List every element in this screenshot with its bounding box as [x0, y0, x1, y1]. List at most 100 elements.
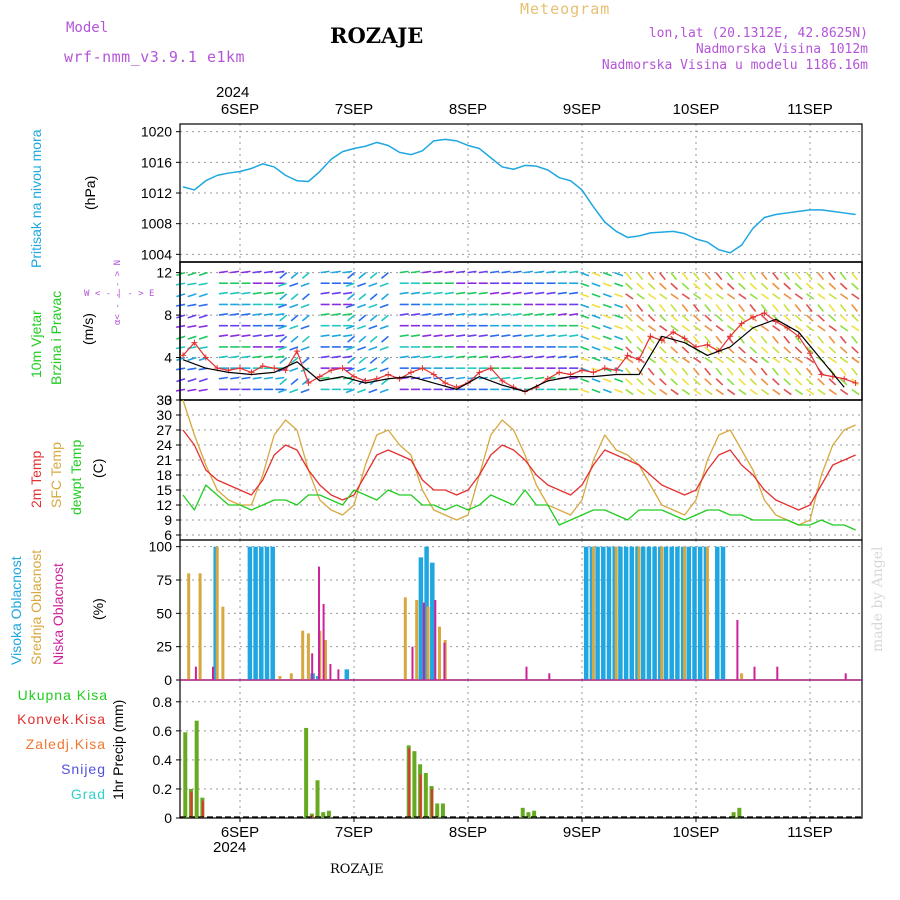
- wind-arrow: [512, 355, 522, 359]
- wind-arrow: [783, 378, 792, 386]
- wind-arrow: [444, 313, 454, 316]
- wind-arrow: [289, 367, 299, 372]
- wind-arrow: [771, 335, 779, 344]
- cloud-bar: [583, 546, 589, 680]
- wind-arrow: [681, 293, 691, 300]
- wind-arrow: [614, 303, 624, 309]
- wind-arrow: [839, 282, 848, 290]
- wind-speed-marker: [727, 333, 734, 340]
- wind-arrow: [569, 313, 579, 316]
- wind-arrow: [368, 346, 378, 351]
- wind-arrow: [794, 282, 803, 290]
- wind-arrow: [277, 282, 287, 288]
- wind-arrow: [704, 293, 713, 300]
- wind-arrow: [715, 356, 724, 364]
- wind-arrow: [357, 303, 367, 309]
- wind-arrow: [726, 314, 735, 322]
- cloud-bar: [411, 646, 414, 680]
- wind-arrow: [817, 303, 825, 312]
- wind-arrow: [290, 378, 299, 386]
- wind-arrow: [828, 346, 837, 354]
- wind-arrow: [277, 388, 287, 394]
- wind-arrow: [320, 313, 330, 316]
- wind-arrow: [369, 335, 378, 343]
- wind-arrow: [289, 346, 299, 351]
- wind-arrow: [625, 388, 634, 396]
- wind-arrow: [817, 325, 826, 332]
- wind-arrow: [783, 356, 792, 364]
- wind-arrow: [771, 303, 779, 312]
- wind-arrow: [279, 272, 288, 280]
- wind-arrow: [693, 325, 702, 332]
- cloud-bar: [548, 673, 551, 680]
- precip-bar: [431, 788, 434, 818]
- cloud-ylabel-high: Visoka Oblacnost: [8, 556, 24, 665]
- wind-arrow: [523, 334, 534, 338]
- wind-arrow: [828, 293, 837, 300]
- wind-arrow: [489, 270, 500, 274]
- precip-bar: [183, 732, 188, 818]
- wind-arrow: [681, 388, 691, 396]
- wind-arrow: [760, 325, 770, 332]
- wind-arrow: [369, 356, 378, 364]
- wind-arrow: [794, 378, 803, 386]
- wind-arrow: [658, 272, 666, 281]
- wind-arrow: [290, 272, 299, 280]
- wind-arrow: [805, 303, 813, 312]
- y-tick-label: 0.8: [153, 694, 173, 710]
- wind-arrow: [670, 303, 678, 312]
- cloud-unit: (%): [90, 598, 106, 620]
- wind-arrow: [591, 282, 601, 288]
- wind-arrow: [478, 334, 488, 338]
- wind-gust-line: [182, 318, 845, 393]
- cloud-bar: [740, 673, 744, 680]
- wind-arrow: [839, 346, 848, 354]
- wind-arrow: [783, 272, 791, 281]
- wind-arrow: [347, 335, 356, 343]
- wind-arrow: [277, 303, 287, 309]
- wind-arrow: [726, 293, 736, 300]
- wind-arrow: [290, 356, 299, 364]
- wind-arrow: [433, 355, 443, 359]
- wind-arrow: [749, 356, 758, 364]
- y-tick-label: 9: [164, 512, 172, 528]
- wind-arrow: [368, 324, 378, 330]
- wind-arrow: [817, 335, 825, 344]
- wind-arrow: [715, 272, 723, 281]
- wind-arrow: [444, 376, 454, 380]
- cloud-bar: [329, 664, 332, 680]
- y-tick-label: 21: [156, 452, 172, 468]
- wind-arrow: [263, 334, 274, 338]
- wind-arrow: [681, 346, 690, 354]
- x-tick-label-bottom: 10SEP: [673, 824, 720, 841]
- panel-frame: [179, 539, 863, 681]
- wind-arrow: [647, 367, 655, 376]
- wind-arrow: [805, 282, 814, 290]
- wind-arrow: [241, 376, 251, 380]
- precip-bar: [532, 810, 537, 818]
- wind-arrow: [783, 346, 792, 354]
- wind-arrow: [263, 291, 274, 295]
- wind-arrow: [794, 367, 802, 376]
- wind-arrow: [218, 334, 228, 338]
- wind-arrow: [198, 293, 208, 298]
- cloud-bar: [705, 546, 709, 680]
- wind-arrow: [241, 291, 251, 295]
- wind-arrow: [580, 324, 590, 330]
- cloud-bar: [311, 653, 314, 680]
- wind-arrow: [230, 313, 240, 316]
- wind-arrow: [625, 325, 634, 332]
- wind-arrow: [512, 270, 522, 274]
- wind-arrow: [187, 356, 197, 362]
- footer-station: ROZAJE: [330, 862, 384, 877]
- model-elevation-label: Nadmorska Visina u modelu 1186.16m: [601, 58, 868, 73]
- wind-arrow: [704, 356, 713, 364]
- wind-arrow: [749, 378, 758, 386]
- wind-arrow: [783, 335, 791, 344]
- wind-arrow: [772, 388, 781, 396]
- cloud-bar: [614, 546, 618, 680]
- wind-arrow: [535, 334, 545, 338]
- pressure-ylabel: Pritisak na nivou mora: [28, 129, 44, 268]
- cloud-bar: [660, 546, 664, 680]
- wind-arrow: [704, 335, 712, 344]
